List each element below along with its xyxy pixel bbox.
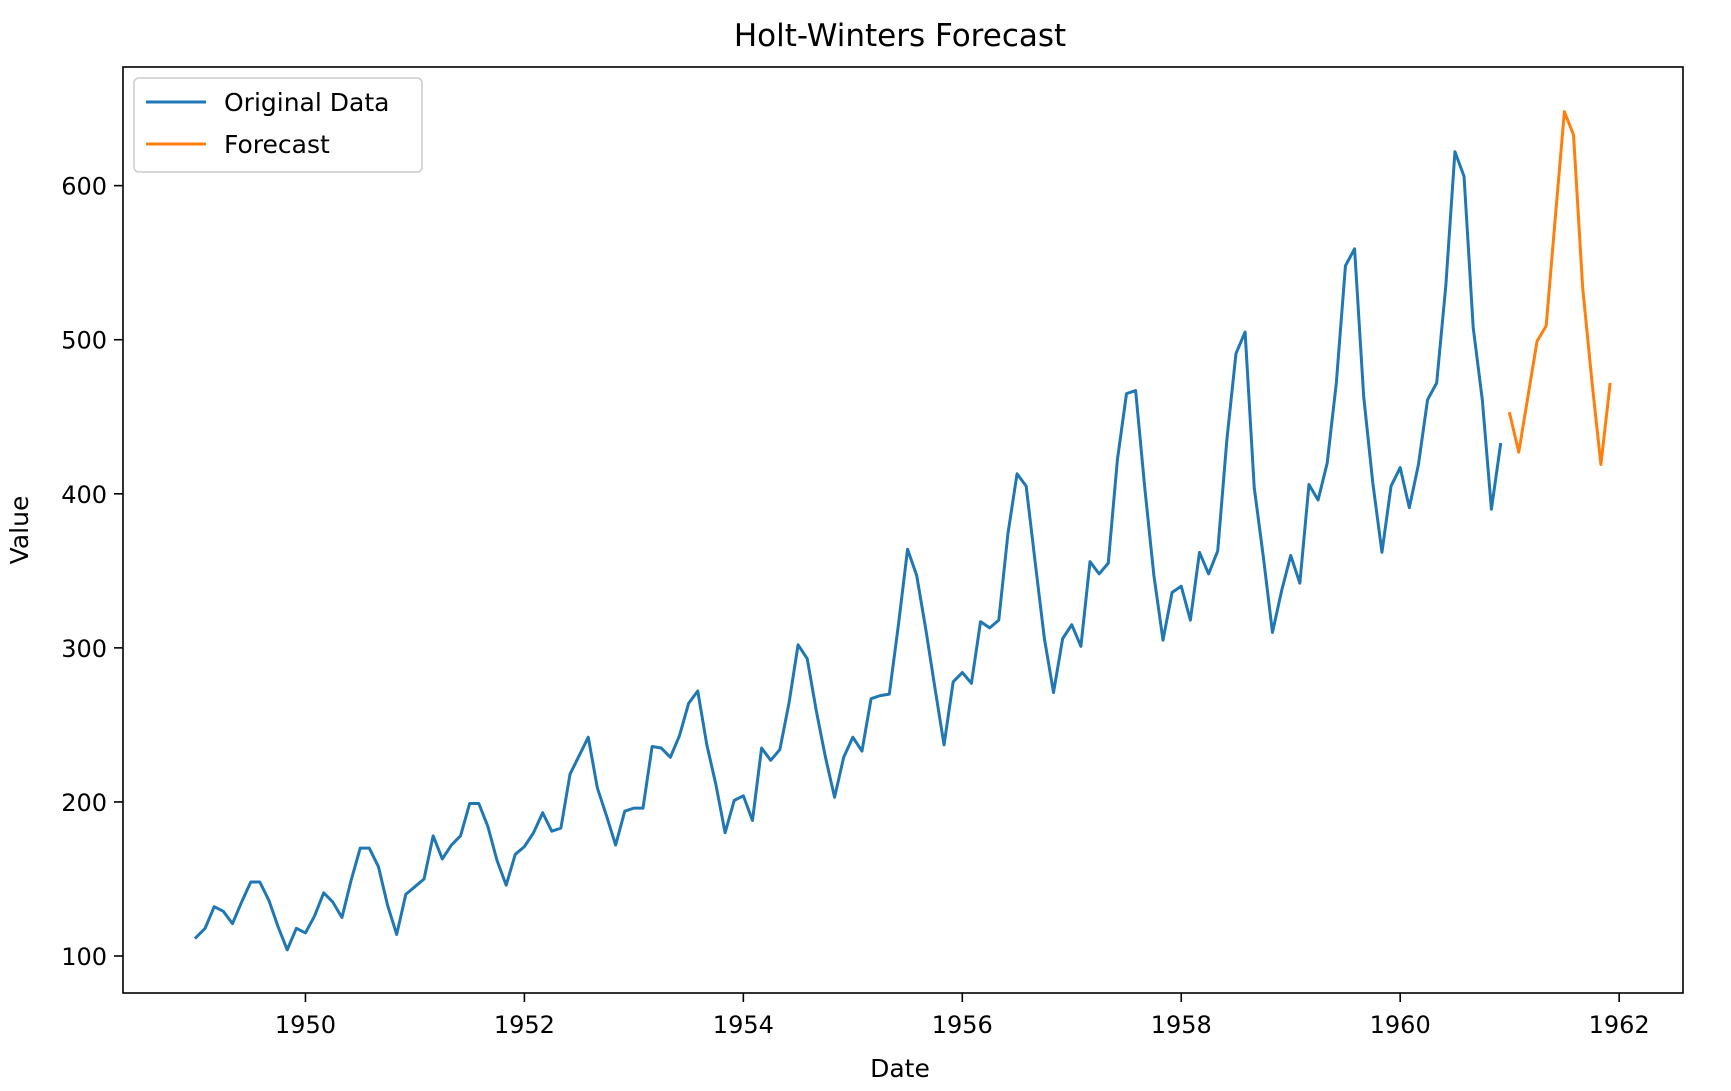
y-axis-label: Value	[5, 496, 34, 565]
x-tick-label: 1956	[932, 1011, 993, 1039]
y-tick-label: 200	[61, 789, 107, 817]
y-tick-label: 400	[61, 481, 107, 509]
plot-frame	[122, 66, 1684, 994]
y-axis: 100 200 300 400 500 600	[61, 173, 123, 971]
legend-label-forecast: Forecast	[224, 130, 330, 159]
series-line-original-data	[193, 150, 1503, 952]
x-tick-label: 1954	[713, 1011, 774, 1039]
x-axis: 1950 1952 1954 1956 1958 1960 1962	[275, 993, 1650, 1039]
chart-title: Holt-Winters Forecast	[734, 18, 1066, 54]
plot-series	[193, 110, 1612, 952]
y-tick-label: 600	[61, 173, 107, 201]
x-axis-label: Date	[870, 1054, 930, 1083]
y-tick-label: 100	[61, 943, 107, 971]
x-tick-label: 1950	[275, 1011, 336, 1039]
series-line-forecast	[1507, 110, 1612, 467]
y-tick-label: 500	[61, 327, 107, 355]
y-tick-label: 300	[61, 635, 107, 663]
legend: Original Data Forecast	[133, 77, 423, 173]
x-tick-label: 1958	[1151, 1011, 1212, 1039]
legend-label-original: Original Data	[224, 88, 389, 117]
x-tick-label: 1952	[494, 1011, 555, 1039]
x-tick-label: 1962	[1589, 1011, 1650, 1039]
x-tick-label: 1960	[1370, 1011, 1431, 1039]
